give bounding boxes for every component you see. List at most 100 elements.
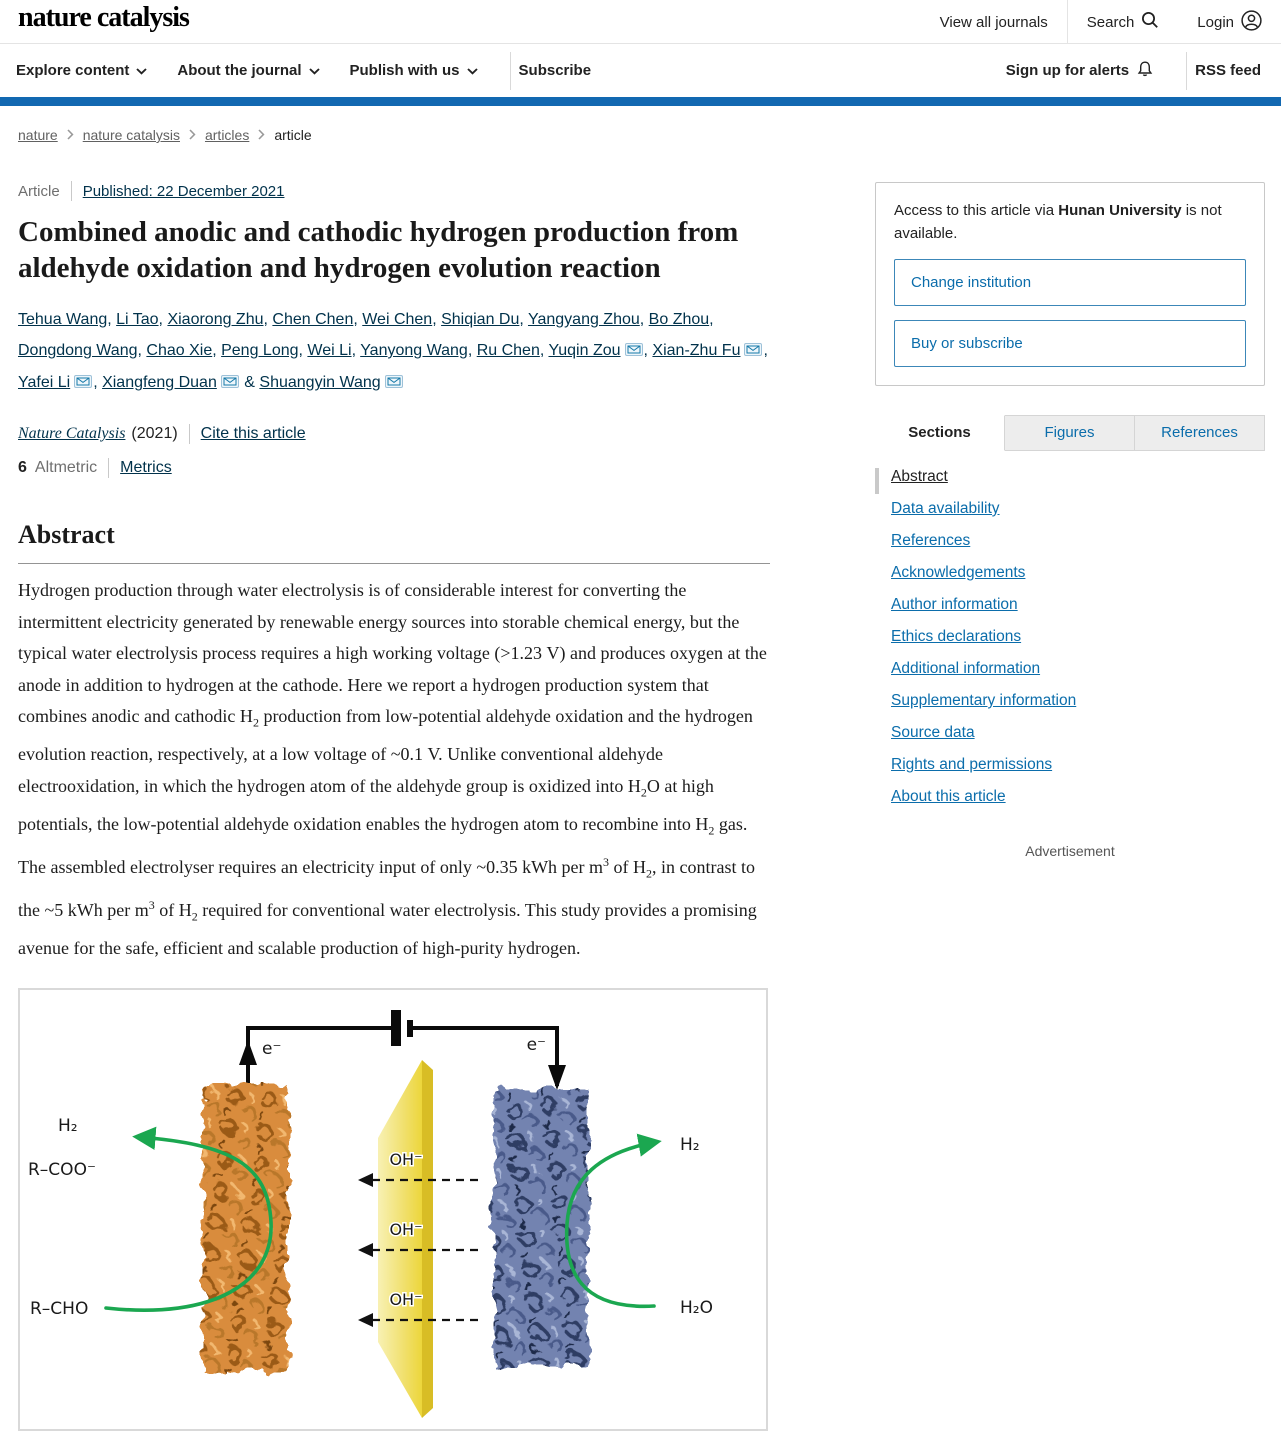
bell-icon [1136, 60, 1154, 82]
journal-link[interactable]: Nature Catalysis [18, 425, 126, 442]
h2-label-left: H₂ [58, 1116, 78, 1136]
section-link-data-availability[interactable]: Data availability [891, 500, 1000, 517]
journal-citation-row: Nature Catalysis (2021) Cite this articl… [18, 424, 770, 444]
rcho-label: R–CHO [30, 1299, 88, 1319]
breadcrumb-nature-catalysis[interactable]: nature catalysis [82, 127, 180, 143]
hydroxide-arrowheads [358, 1173, 373, 1328]
metrics-row: 6 Altmetric Metrics [18, 458, 770, 478]
chevron-down-icon [308, 62, 320, 79]
author-link[interactable]: Chen Chen [272, 311, 354, 328]
nav-subscribe[interactable]: Subscribe [518, 62, 592, 79]
section-link-supplementary-information[interactable]: Supplementary information [891, 692, 1077, 709]
tab-sections[interactable]: Sections [875, 415, 1005, 451]
chevron-right-icon [189, 127, 196, 143]
page-title: Combined anodic and cathodic hydrogen pr… [18, 216, 739, 284]
author-link[interactable]: Xian-Zhu Fu [652, 342, 741, 359]
oh-label-3: OH⁻ [389, 1290, 422, 1309]
cathode-reaction-arrow [564, 1134, 662, 1309]
section-link-author-information[interactable]: Author information [891, 596, 1018, 613]
rss-feed-link[interactable]: RSS feed [1195, 62, 1261, 79]
login-link[interactable]: Login [1178, 0, 1281, 44]
section-link-acknowledgements[interactable]: Acknowledgements [891, 564, 1026, 581]
metrics-link[interactable]: Metrics [120, 459, 172, 476]
sidebar-tabs: Sections Figures References [875, 415, 1265, 451]
tab-figures[interactable]: Figures [1005, 415, 1135, 451]
email-envelope-icon[interactable] [220, 368, 239, 399]
top-bar: nature catalysis View all journals Searc… [0, 0, 1281, 44]
author-link[interactable]: Chao Xie [146, 342, 213, 359]
author-link[interactable]: Yuqin Zou [548, 342, 621, 359]
author-link[interactable]: Wei Chen [362, 311, 433, 328]
breadcrumb-articles[interactable]: articles [204, 127, 250, 143]
author-link[interactable]: Yanyong Wang [360, 342, 468, 359]
section-link-additional-information[interactable]: Additional information [891, 660, 1041, 677]
chevron-right-icon [258, 127, 265, 143]
view-all-journals-link[interactable]: View all journals [939, 13, 1048, 31]
hydroxide-arrows [372, 1179, 478, 1322]
section-links: Abstract Data availability References Ac… [875, 468, 1265, 806]
electrolyser-diagram: e⁻ e⁻ H₂ R–COO⁻ R–CHO H₂ H₂O OH⁻ OH⁻ OH⁻ [27, 1010, 714, 1419]
breadcrumb: nature nature catalysis articles article [18, 127, 770, 143]
email-envelope-icon[interactable] [384, 368, 403, 399]
figure-1[interactable]: e⁻ e⁻ H₂ R–COO⁻ R–CHO H₂ H₂O OH⁻ OH⁻ OH⁻ [18, 988, 768, 1432]
article-meta: Article Published: 22 December 2021 [18, 181, 770, 201]
cathode-electrode [493, 1089, 588, 1368]
author-link[interactable]: Xiaorong Zhu [167, 311, 264, 328]
active-section-indicator [875, 468, 879, 494]
anode-electrode [203, 1086, 288, 1373]
advertisement-label: Advertisement [1025, 843, 1115, 859]
battery-icon [391, 1010, 413, 1047]
author-link[interactable]: Xiangfeng Duan [102, 374, 217, 391]
article-type-label: Article [18, 182, 60, 200]
chevron-right-icon [67, 127, 74, 143]
search-icon [1141, 11, 1159, 33]
section-link-references[interactable]: References [891, 532, 971, 549]
author-link[interactable]: Wei Li [307, 342, 352, 359]
sign-up-for-alerts-link[interactable]: Sign up for alerts [1006, 60, 1154, 82]
change-institution-button[interactable]: Change institution [894, 259, 1246, 306]
access-message: Access to this article via Hunan Univers… [894, 202, 1222, 242]
abstract-text: Hydrogen production through water electr… [18, 580, 767, 958]
membrane [378, 1060, 433, 1419]
journal-accent-bar [0, 97, 1281, 106]
author-link[interactable]: Ru Chen [476, 342, 540, 359]
divider [70, 181, 72, 201]
cite-this-article-link[interactable]: Cite this article [200, 425, 306, 442]
buy-or-subscribe-button[interactable]: Buy or subscribe [894, 320, 1246, 367]
nav-explore-content[interactable]: Explore content [16, 62, 148, 79]
circuit-wire [246, 1026, 559, 1087]
published-date-link[interactable]: Published: 22 December 2021 [82, 182, 285, 200]
email-envelope-icon[interactable] [74, 368, 93, 399]
divider [1186, 51, 1188, 90]
journal-nav: Explore content About the journal Publis… [0, 44, 1281, 97]
author-link[interactable]: Bo Zhou [648, 311, 710, 328]
h2-label-right: H₂ [680, 1135, 700, 1155]
nav-about-journal[interactable]: About the journal [177, 62, 320, 79]
author-link[interactable]: Tehua Wang [18, 311, 108, 328]
rcoo-label: R–COO⁻ [28, 1160, 96, 1180]
author-link[interactable]: Shiqian Du [441, 311, 520, 328]
electron-flow-arrow-up [239, 1040, 257, 1066]
author-link[interactable]: Yafei Li [18, 374, 71, 391]
abstract-divider [18, 563, 770, 564]
section-link-ethics-declarations[interactable]: Ethics declarations [891, 628, 1022, 645]
section-link-about-this-article[interactable]: About this article [891, 788, 1006, 805]
divider [1066, 0, 1068, 44]
section-link-rights-and-permissions[interactable]: Rights and permissions [891, 756, 1053, 773]
journal-logo[interactable]: nature catalysis [18, 2, 190, 33]
tab-references[interactable]: References [1135, 415, 1265, 451]
search-link[interactable]: Search [1068, 0, 1179, 44]
author-link[interactable]: Peng Long [221, 342, 299, 359]
electron-flow-arrow-down [548, 1065, 566, 1091]
author-link[interactable]: Dongdong Wang [18, 342, 138, 359]
section-link-source-data[interactable]: Source data [891, 724, 975, 741]
chevron-down-icon [466, 62, 478, 79]
section-link-abstract[interactable]: Abstract [891, 468, 948, 485]
author-link[interactable]: Shuangyin Wang [259, 374, 381, 391]
breadcrumb-nature[interactable]: nature [18, 127, 58, 143]
email-envelope-icon[interactable] [624, 336, 643, 367]
author-link[interactable]: Yangyang Zhou [527, 311, 640, 328]
nav-publish-with-us[interactable]: Publish with us [350, 62, 478, 79]
author-link[interactable]: Li Tao [116, 311, 159, 328]
email-envelope-icon[interactable] [744, 336, 763, 367]
